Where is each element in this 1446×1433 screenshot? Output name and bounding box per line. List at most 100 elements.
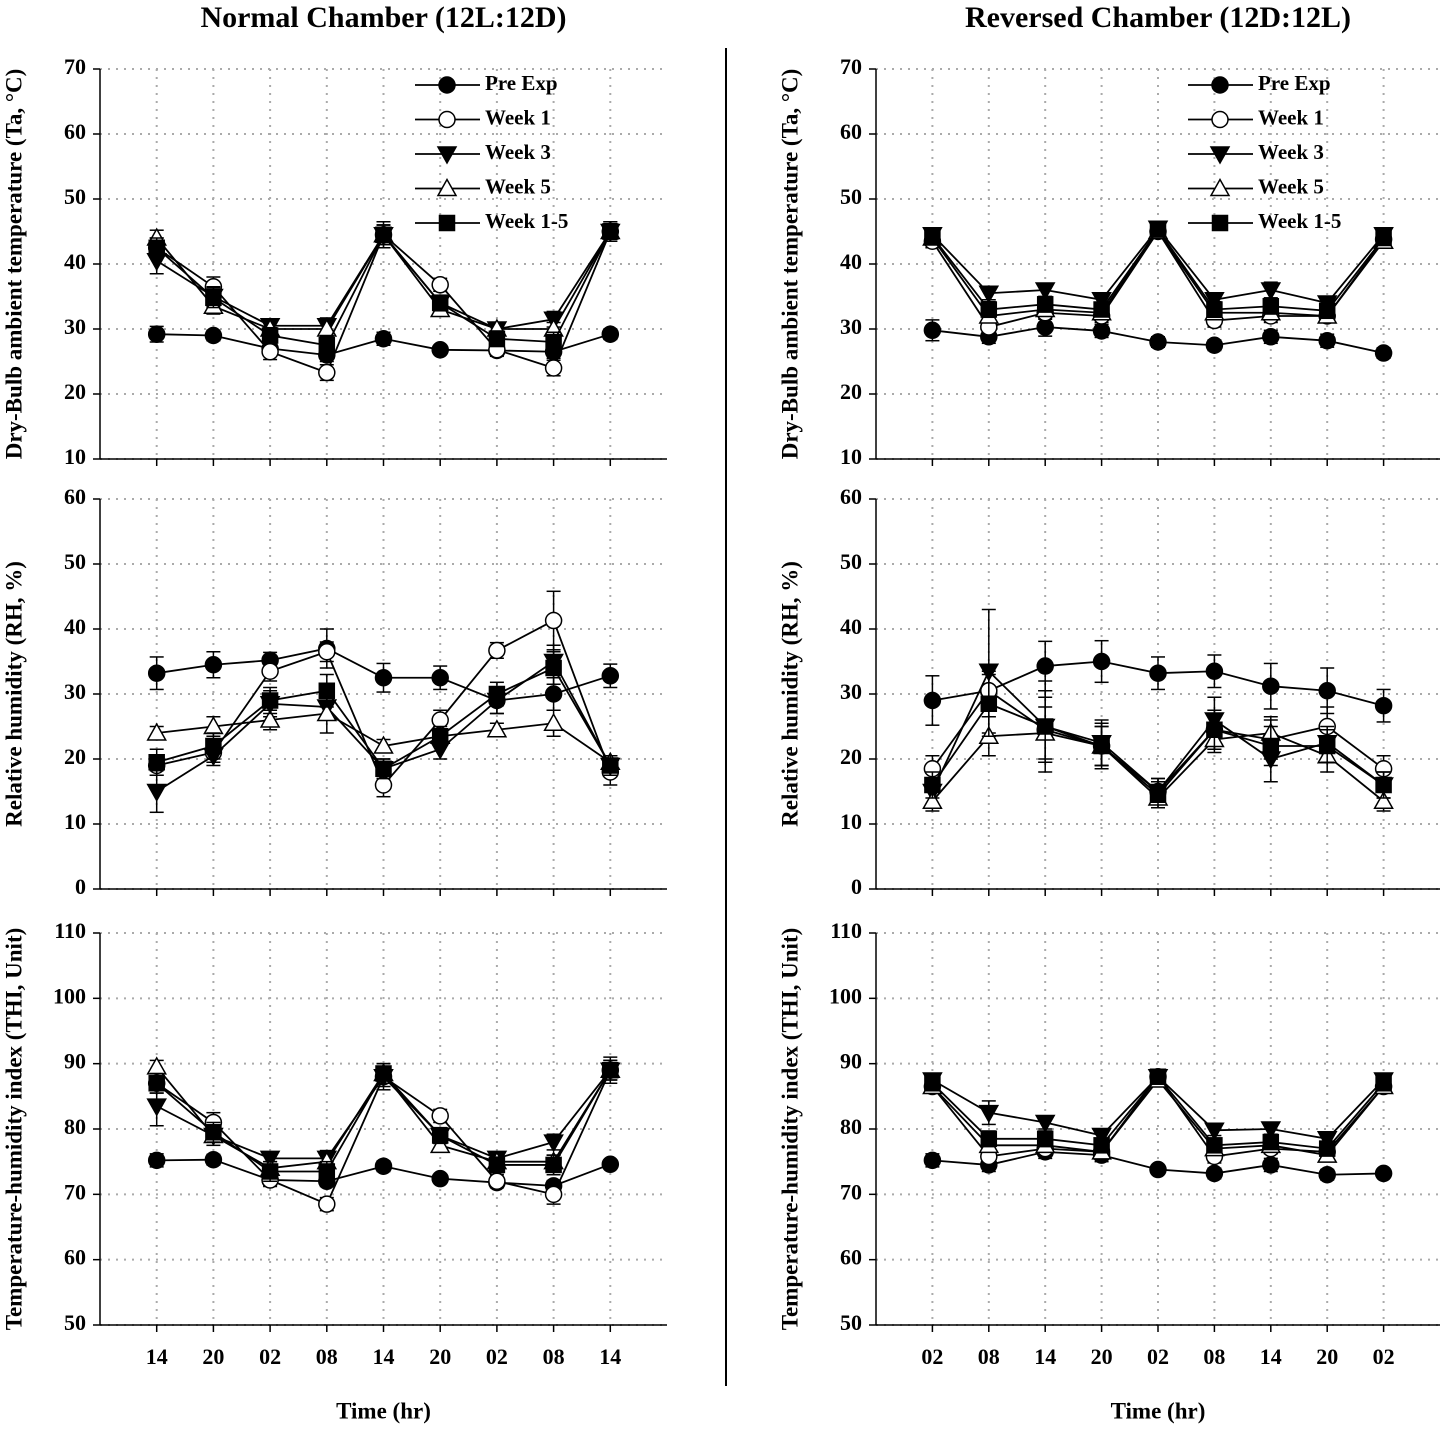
- y-tick-label: 70: [840, 1179, 862, 1204]
- marker: [438, 110, 456, 129]
- y-tick-label: 100: [829, 983, 862, 1008]
- legend-label: Pre Exp: [1258, 71, 1331, 95]
- x-tick-label: 14: [146, 1344, 168, 1369]
- marker: [544, 359, 563, 377]
- marker: [1211, 214, 1229, 232]
- marker: [923, 1151, 942, 1170]
- marker: [923, 321, 942, 340]
- marker: [1374, 344, 1393, 362]
- marker: [147, 664, 166, 682]
- marker: [431, 1127, 449, 1144]
- marker: [1205, 662, 1224, 680]
- marker: [318, 682, 336, 699]
- marker: [545, 333, 562, 351]
- x-axis-label: Time (hr): [1111, 1398, 1206, 1423]
- marker: [147, 1151, 166, 1170]
- x-tick-label: 08: [316, 1344, 338, 1369]
- marker: [1092, 652, 1111, 671]
- marker: [486, 719, 508, 738]
- y-tick-label: 70: [64, 1179, 86, 1204]
- y-tick-label: 110: [830, 918, 862, 943]
- marker: [1036, 657, 1054, 675]
- x-tick-label: 08: [543, 1344, 565, 1369]
- x-tick-label: 02: [1147, 1344, 1169, 1369]
- y-tick-label: 10: [840, 444, 862, 469]
- marker: [1034, 282, 1056, 301]
- y-tick-label: 0: [75, 874, 86, 899]
- x-tick-label: 20: [1316, 1344, 1338, 1369]
- y-tick-label: 40: [64, 614, 86, 639]
- marker: [1149, 664, 1167, 682]
- marker: [438, 76, 456, 94]
- y-tick-label: 60: [840, 1245, 862, 1270]
- y-tick-label: 90: [840, 1049, 862, 1074]
- marker: [1093, 737, 1110, 755]
- marker: [545, 659, 562, 677]
- marker: [146, 722, 167, 741]
- marker: [146, 783, 167, 803]
- marker: [1206, 1137, 1223, 1154]
- marker: [147, 325, 166, 343]
- y-axis-label: Dry-Bulb ambient temperature (Ta, °C): [777, 69, 802, 460]
- marker: [431, 341, 449, 359]
- y-tick-label: 10: [840, 809, 862, 834]
- legend-label: Week 3: [485, 140, 551, 164]
- marker: [431, 669, 449, 687]
- marker: [1373, 790, 1394, 809]
- marker: [1093, 301, 1110, 318]
- marker: [1262, 677, 1280, 695]
- y-tick-label: 0: [851, 874, 862, 899]
- marker: [1260, 282, 1282, 301]
- marker: [1149, 333, 1167, 351]
- legend-label: Pre Exp: [485, 71, 558, 95]
- marker: [431, 1107, 449, 1125]
- marker: [1211, 76, 1229, 94]
- y-tick-label: 20: [64, 744, 86, 769]
- marker: [601, 667, 620, 685]
- marker: [148, 1075, 165, 1092]
- y-tick-label: 20: [840, 744, 862, 769]
- y-tick-label: 50: [64, 1310, 86, 1335]
- marker: [375, 760, 392, 777]
- marker: [1149, 1068, 1167, 1085]
- marker: [373, 735, 394, 754]
- marker: [601, 1155, 620, 1174]
- marker: [1375, 229, 1392, 247]
- legend-label: Week 1-5: [1258, 209, 1341, 233]
- marker: [488, 685, 506, 703]
- y-tick-label: 60: [840, 484, 862, 509]
- x-tick-label: 20: [1091, 1344, 1113, 1369]
- marker: [374, 1157, 393, 1175]
- y-tick-label: 40: [840, 614, 862, 639]
- marker: [543, 712, 564, 731]
- marker: [544, 685, 563, 703]
- marker: [431, 728, 449, 745]
- marker: [261, 692, 279, 709]
- x-tick-label: 14: [599, 1344, 621, 1369]
- marker: [431, 711, 449, 729]
- marker: [429, 1134, 451, 1154]
- x-tick-label: 14: [373, 1344, 395, 1369]
- chart-title: Reversed Chamber (12D:12L): [965, 1, 1351, 34]
- x-tick-label: 02: [1373, 1344, 1395, 1369]
- marker: [1205, 336, 1224, 354]
- marker: [923, 691, 942, 710]
- marker: [318, 363, 336, 382]
- marker: [1205, 1164, 1224, 1183]
- x-tick-label: 08: [978, 1344, 1000, 1369]
- marker: [318, 1195, 336, 1213]
- marker: [374, 330, 393, 348]
- y-tick-label: 30: [64, 314, 86, 339]
- marker: [488, 330, 506, 347]
- marker: [1318, 737, 1336, 755]
- marker: [1092, 322, 1111, 340]
- marker: [1318, 1165, 1336, 1184]
- marker: [374, 776, 393, 794]
- marker: [436, 177, 458, 197]
- y-tick-label: 30: [840, 679, 862, 704]
- legend-label: Week 1: [485, 105, 551, 129]
- y-tick-label: 40: [840, 249, 862, 274]
- x-tick-label: 14: [1034, 1344, 1056, 1369]
- marker: [259, 709, 281, 728]
